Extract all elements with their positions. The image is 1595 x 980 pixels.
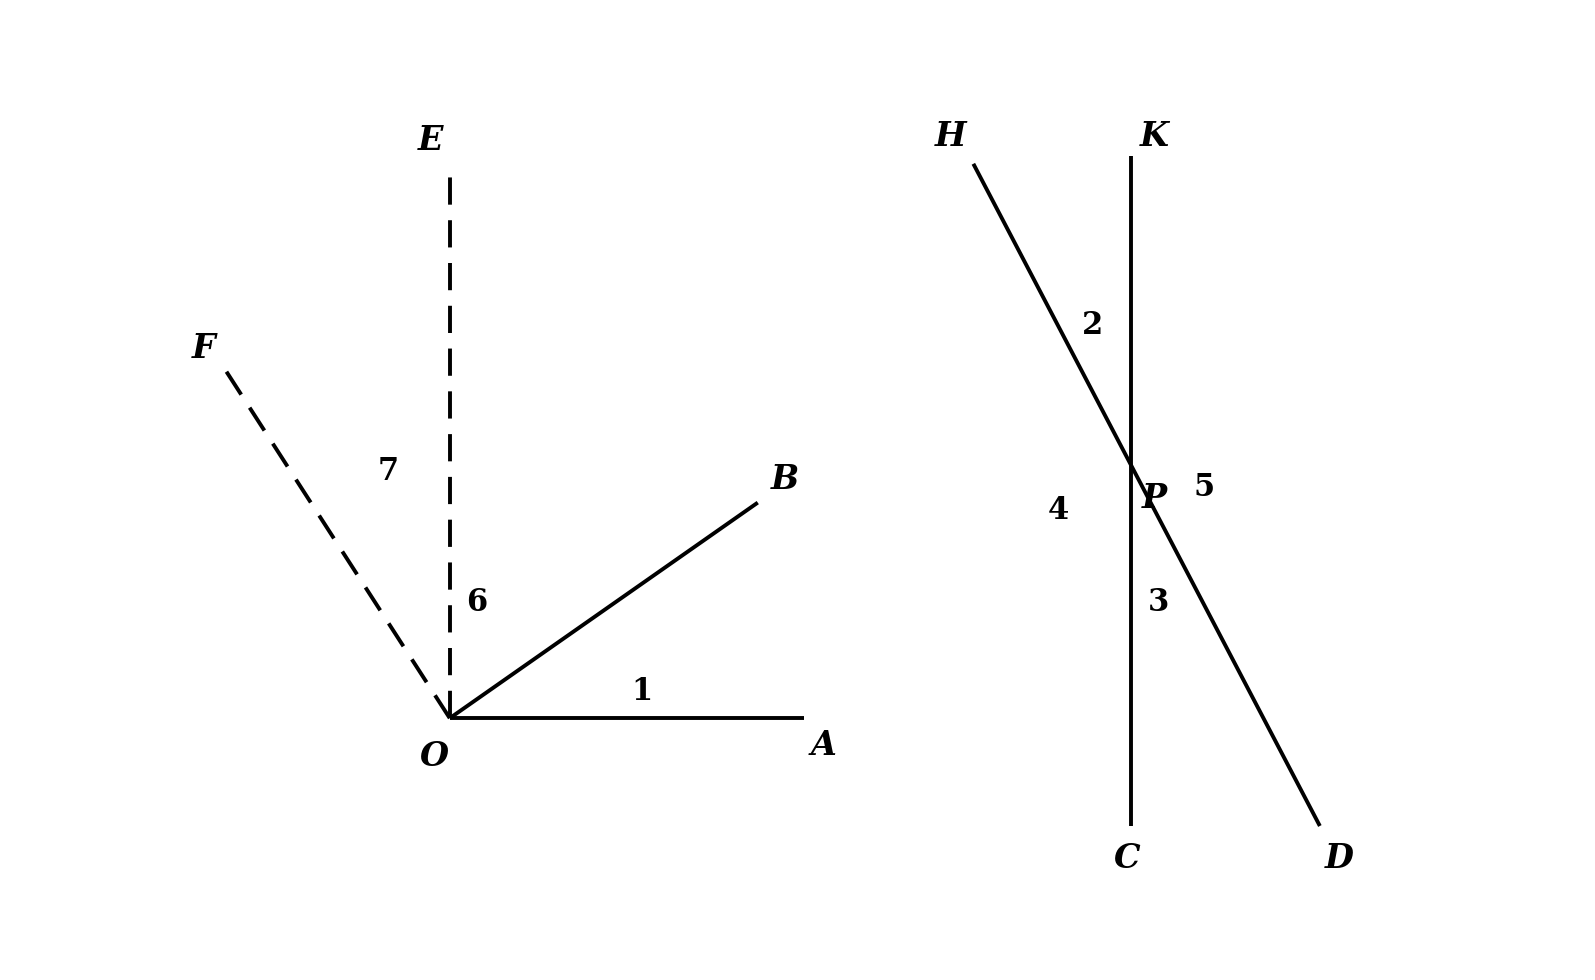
Text: 4: 4 xyxy=(1048,495,1069,526)
Text: D: D xyxy=(1324,842,1354,875)
Text: P: P xyxy=(1142,482,1168,515)
Text: O: O xyxy=(419,740,448,773)
Text: F: F xyxy=(191,332,215,366)
Text: 2: 2 xyxy=(1081,310,1104,341)
Text: H: H xyxy=(935,121,967,153)
Text: 6: 6 xyxy=(466,587,488,618)
Text: C: C xyxy=(1113,842,1140,875)
Text: B: B xyxy=(770,463,799,496)
Text: K: K xyxy=(1140,121,1169,153)
Text: E: E xyxy=(418,124,443,157)
Text: 7: 7 xyxy=(378,457,399,487)
Text: 1: 1 xyxy=(632,676,652,707)
Text: 3: 3 xyxy=(1147,587,1169,618)
Text: 5: 5 xyxy=(1193,471,1215,503)
Text: A: A xyxy=(810,729,836,761)
